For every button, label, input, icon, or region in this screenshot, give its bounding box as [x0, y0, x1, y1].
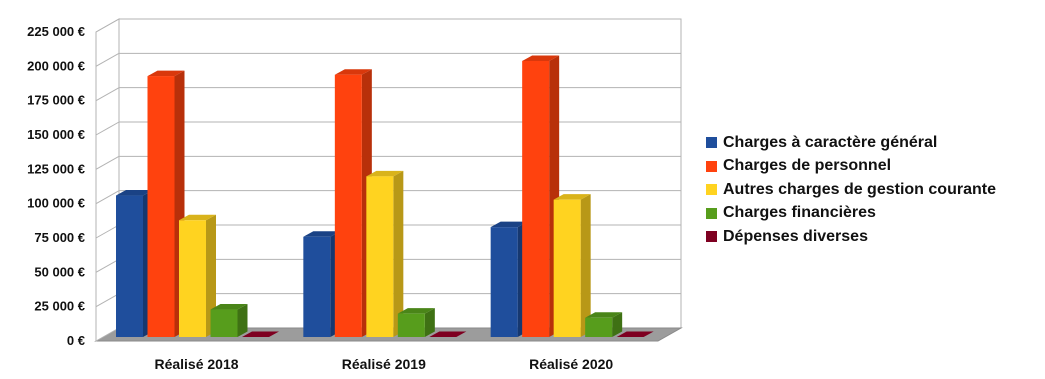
bar	[147, 70, 185, 338]
bar	[429, 331, 467, 337]
bar-front	[585, 317, 613, 337]
bar	[303, 231, 341, 337]
legend-label: Dépenses diverses	[723, 227, 868, 245]
legend-label: Charges à caractère général	[723, 133, 938, 151]
bar-top	[147, 70, 185, 77]
bar	[553, 194, 591, 337]
legend-item: Autres charges de gestion courante	[706, 178, 996, 202]
bar-flat	[429, 331, 467, 337]
bar	[616, 331, 654, 337]
gridline-side	[95, 293, 120, 308]
bar-front	[490, 227, 518, 337]
gridline-side	[95, 224, 120, 239]
y-tick-label: 200 000 €	[27, 58, 85, 73]
bar-top	[585, 312, 623, 318]
legend-swatch	[706, 160, 717, 172]
bar	[366, 170, 404, 337]
gridline-side	[95, 258, 120, 273]
bar	[522, 55, 560, 338]
bar-front	[366, 176, 394, 337]
bar	[179, 214, 216, 337]
bar	[334, 69, 372, 338]
bar-top	[522, 55, 560, 61]
bar-front	[116, 195, 143, 337]
bar-front	[522, 60, 550, 338]
bar	[210, 304, 248, 337]
gridline-side	[95, 87, 120, 102]
bar	[585, 312, 623, 337]
bar	[116, 190, 153, 337]
bar-front	[553, 199, 581, 337]
y-tick-label: 75 000 €	[34, 230, 85, 245]
bar-front	[303, 236, 331, 337]
chart-legend: Charges à caractère général Charges de pe…	[706, 131, 996, 249]
gridline-side	[95, 52, 120, 67]
bar-side	[424, 308, 435, 337]
y-tick-label: 150 000 €	[27, 127, 85, 142]
y-tick-label: 0 €	[67, 333, 85, 348]
bar-top	[116, 190, 153, 196]
bar-side	[612, 312, 623, 337]
bar-top	[553, 194, 591, 200]
bar	[242, 331, 279, 337]
bar-front	[397, 313, 425, 337]
legend-label: Charges financières	[723, 204, 876, 222]
bar-side	[393, 170, 404, 337]
y-tick-label: 125 000 €	[27, 161, 85, 176]
y-tick-label: 225 000 €	[27, 24, 85, 39]
bar-front	[334, 74, 362, 338]
bar-top	[210, 304, 248, 310]
chart-side-wall	[95, 18, 120, 342]
legend-swatch	[706, 207, 717, 219]
y-tick-label: 175 000 €	[27, 93, 85, 108]
gridline-side	[95, 190, 120, 205]
bar	[397, 308, 435, 337]
bar-top	[366, 170, 404, 177]
legend-item: Charges à caractère général	[706, 131, 996, 155]
bar-side	[206, 214, 216, 337]
bar-top	[334, 69, 372, 75]
y-tick-label: 100 000 €	[27, 196, 85, 211]
y-tick-label: 25 000 €	[34, 299, 85, 314]
bar-side	[237, 304, 248, 337]
y-tick-label: 50 000 €	[34, 264, 85, 279]
bar-flat	[616, 331, 654, 337]
legend-swatch	[706, 137, 717, 149]
bar-front	[147, 76, 175, 338]
legend-item: Dépenses diverses	[706, 225, 996, 249]
x-tick-label: Réalisé 2018	[154, 356, 238, 372]
bar-front	[210, 309, 238, 337]
bar-flat	[242, 331, 279, 337]
bar-top	[397, 308, 435, 314]
bar-side	[580, 194, 591, 337]
bar-top	[179, 214, 216, 221]
legend-item: Charges financières	[706, 202, 996, 226]
gridline-side	[95, 18, 120, 33]
x-tick-label: Réalisé 2020	[529, 356, 613, 372]
bar-top	[490, 221, 528, 228]
gridline-side	[95, 121, 120, 136]
legend-label: Autres charges de gestion courante	[723, 180, 996, 198]
x-tick-label: Réalisé 2019	[342, 356, 426, 372]
bar-front	[179, 220, 206, 337]
gridline-side	[95, 155, 120, 170]
legend-label: Charges de personnel	[723, 157, 892, 175]
legend-swatch	[706, 231, 717, 243]
legend-item: Charges de personnel	[706, 155, 996, 179]
legend-swatch	[706, 184, 717, 196]
bar-top	[303, 231, 341, 237]
bar	[490, 221, 528, 337]
